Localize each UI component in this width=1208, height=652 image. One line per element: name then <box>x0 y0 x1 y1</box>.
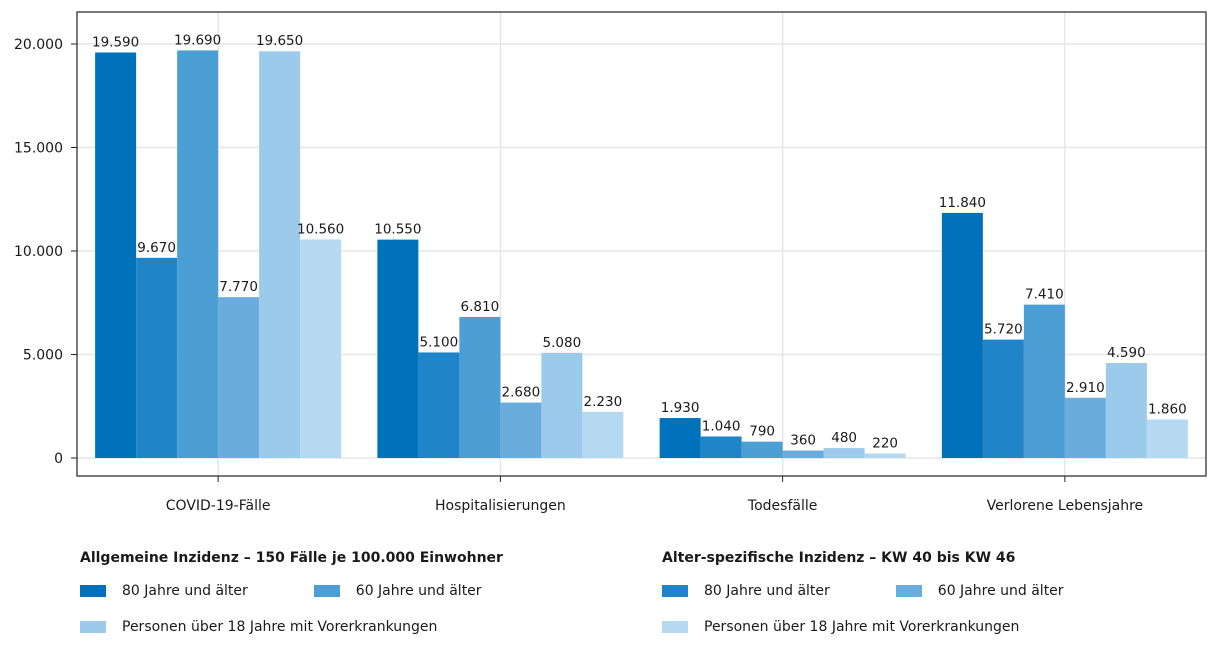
bar-data-label: 4.590 <box>1107 345 1146 361</box>
bar <box>418 352 460 458</box>
bar-data-label: 1.040 <box>702 418 741 434</box>
x-tick-label: Verlorene Lebensjahre <box>987 498 1144 514</box>
bar <box>1023 304 1065 458</box>
bar-data-label: 2.910 <box>1066 380 1105 396</box>
legend-item: 80 Jahre und älter <box>662 583 830 599</box>
legend-label: 60 Jahre und älter <box>937 583 1064 599</box>
legend-label: 60 Jahre und älter <box>355 583 482 599</box>
x-tick-label: COVID-19-Fälle <box>166 498 271 514</box>
legend-label: 80 Jahre und älter <box>122 583 248 599</box>
legend-swatch <box>662 585 688 597</box>
y-tick-label: 10.000 <box>14 244 63 260</box>
bar-chart: 0 5.000 10.000 15.000 20.000 19.590 9.670 19.6… <box>14 11 1207 514</box>
bar-data-label: 5.720 <box>984 322 1023 338</box>
bar-labels: 19.590 9.670 19.690 7.770 19.650 10.560 10.550… <box>92 32 1187 451</box>
x-tick-label: Hospitalisierungen <box>435 498 566 514</box>
bar-data-label: 5.100 <box>420 334 459 350</box>
bar-data-label: 10.560 <box>297 221 344 237</box>
legend-general-incidence: Allgemeine Inzidenz – 150 Fälle je 100.0… <box>80 550 520 652</box>
bar-data-label: 6.810 <box>461 299 500 315</box>
bar <box>982 339 1024 458</box>
bar-data-label: 220 <box>872 435 898 451</box>
bars <box>95 50 1188 459</box>
bar <box>459 317 501 458</box>
bar <box>582 411 624 458</box>
bar-data-label: 10.550 <box>374 222 421 238</box>
legend-swatch <box>80 585 106 597</box>
bar-data-label: 7.770 <box>219 279 258 295</box>
bar-data-label: 360 <box>790 433 816 449</box>
legend-title: Alter-spezifische Inzidenz – KW 40 bis K… <box>662 550 1016 566</box>
y-tick-label: 0 <box>54 451 63 467</box>
legend-age-specific-incidence: Alter-spezifische Inzidenz – KW 40 bis K… <box>662 550 1102 652</box>
y-tick-label: 20.000 <box>14 37 63 53</box>
bar <box>136 257 178 458</box>
bar <box>1064 397 1106 458</box>
bar <box>377 239 419 458</box>
legend-swatch <box>895 585 922 597</box>
bar-data-label: 9.670 <box>137 240 176 256</box>
legend-item: Personen über 18 Jahre mit Vorerkrankung… <box>80 619 437 635</box>
x-tick-label: Todesfälle <box>747 498 817 514</box>
legend-item: 60 Jahre und älter <box>313 583 482 599</box>
bar <box>741 441 783 458</box>
bar <box>1146 419 1188 458</box>
bar <box>300 239 342 458</box>
x-axis: COVID-19-Fälle Hospitalisierungen Todesfäl… <box>166 476 1143 514</box>
legend-item: 60 Jahre und älter <box>895 583 1064 599</box>
bar <box>541 352 583 458</box>
bar <box>500 402 542 458</box>
legend-label: Personen über 18 Jahre mit Vorerkrankung… <box>122 619 438 635</box>
bar <box>218 297 260 458</box>
legend-swatch <box>313 585 340 597</box>
bar-data-label: 5.080 <box>543 335 582 351</box>
legend-swatch <box>80 621 106 633</box>
legend-item: 80 Jahre und älter <box>80 583 248 599</box>
bar <box>1105 362 1147 458</box>
legend-label: Personen über 18 Jahre mit Vorerkrankung… <box>704 619 1020 635</box>
bar <box>864 453 906 458</box>
bar-data-label: 1.860 <box>1148 401 1187 417</box>
y-axis: 0 5.000 10.000 15.000 20.000 <box>14 37 77 467</box>
bar <box>177 50 219 459</box>
bar <box>95 52 137 458</box>
legend-label: 80 Jahre und älter <box>704 583 830 599</box>
bar-data-label: 11.840 <box>939 195 986 211</box>
bar <box>700 436 742 458</box>
legend-item: Personen über 18 Jahre mit Vorerkrankung… <box>662 619 1019 635</box>
bar-data-label: 2.680 <box>502 385 541 401</box>
bar <box>659 418 701 458</box>
bar <box>823 448 865 458</box>
bar-data-label: 19.690 <box>174 32 221 48</box>
bar-data-label: 790 <box>749 424 775 440</box>
bar <box>782 450 824 458</box>
bar <box>941 212 983 458</box>
legend-title: Allgemeine Inzidenz – 150 Fälle je 100.0… <box>80 550 503 566</box>
bar <box>259 51 301 459</box>
bar-data-label: 19.650 <box>256 33 303 49</box>
y-tick-label: 15.000 <box>14 141 63 157</box>
bar-data-label: 480 <box>831 430 857 446</box>
bar-data-label: 2.230 <box>584 394 623 410</box>
bar-data-label: 19.590 <box>92 34 139 50</box>
plot-frame <box>76 11 1207 477</box>
bar-data-label: 1.930 <box>661 400 700 416</box>
bar-data-label: 7.410 <box>1025 287 1064 303</box>
legend-swatch <box>662 621 688 633</box>
y-tick-label: 5.000 <box>23 348 63 364</box>
